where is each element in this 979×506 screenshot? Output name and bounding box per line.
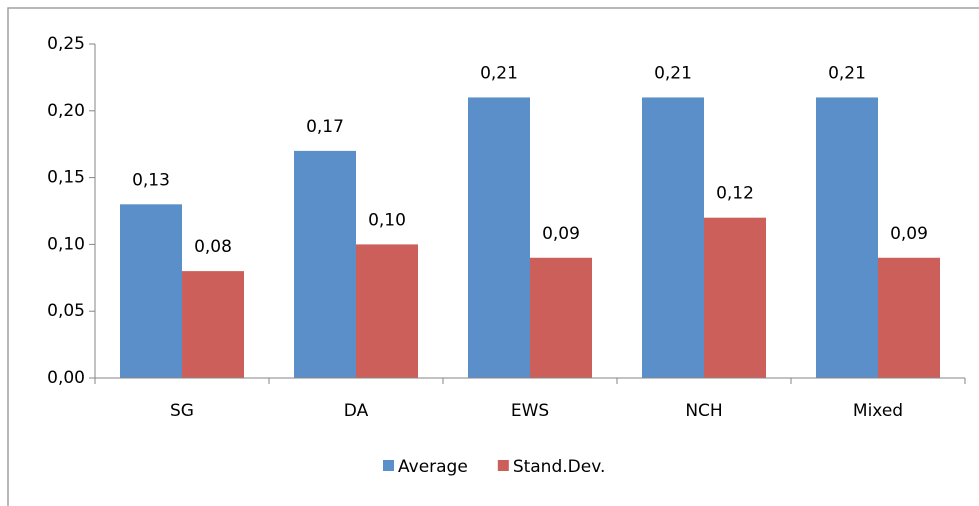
y-tick-label: 0,25 (47, 34, 85, 54)
bar (530, 257, 592, 378)
bar (642, 97, 704, 378)
bar (182, 271, 244, 378)
chart-frame (7, 7, 979, 506)
x-tick-label: EWS (511, 401, 549, 421)
value-label: 0,13 (132, 170, 170, 190)
y-tick-label: 0,20 (47, 101, 85, 121)
value-label: 0,17 (306, 117, 344, 137)
value-label: 0,21 (828, 63, 866, 83)
bar (816, 97, 878, 378)
x-tick-label: NCH (685, 401, 722, 421)
y-tick-label: 0,10 (47, 234, 85, 254)
bar (356, 244, 418, 378)
x-tick-label: DA (344, 401, 369, 421)
x-tick-label: Mixed (853, 401, 903, 421)
y-tick-label: 0,05 (47, 301, 85, 321)
value-label: 0,12 (716, 184, 754, 204)
bar (704, 217, 766, 378)
bar (294, 150, 356, 378)
y-tick-label: 0,00 (47, 368, 85, 388)
value-label: 0,10 (368, 210, 406, 230)
y-tick-label: 0,15 (47, 168, 85, 188)
value-label: 0,21 (654, 63, 692, 83)
value-label: 0,09 (890, 224, 928, 244)
value-label: 0,21 (480, 63, 518, 83)
bar (120, 204, 182, 378)
value-label: 0,08 (194, 237, 232, 257)
value-label: 0,09 (542, 224, 580, 244)
legend-swatch (383, 460, 394, 471)
legend-label: Average (398, 457, 468, 477)
x-tick-label: SG (170, 401, 194, 421)
legend-label: Stand.Dev. (513, 457, 606, 477)
bar (878, 257, 940, 378)
bar (468, 97, 530, 378)
legend-swatch (497, 460, 509, 471)
